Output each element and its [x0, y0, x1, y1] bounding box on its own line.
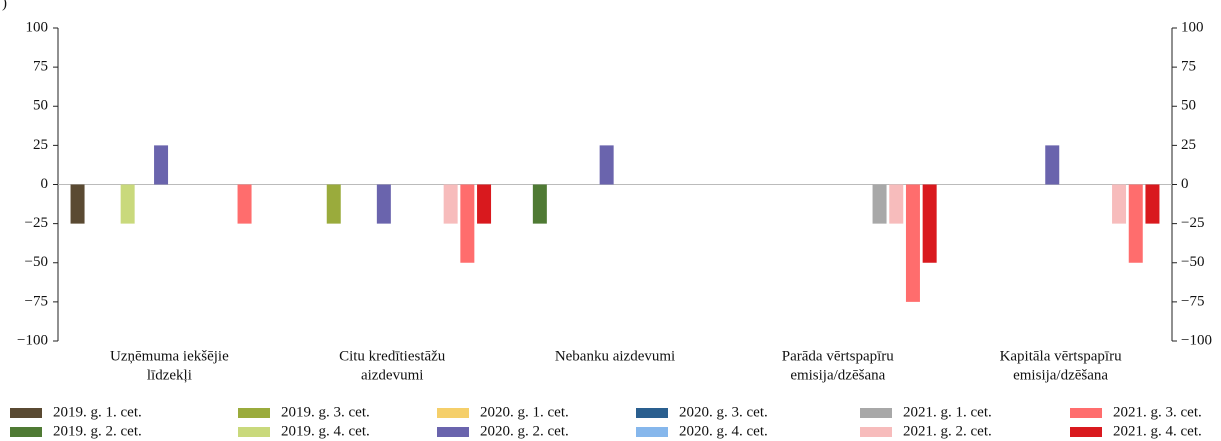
bar — [922, 184, 937, 263]
legend-label: 2019. g. 3. cet. — [281, 404, 370, 420]
y-tick-label: 0 — [41, 176, 49, 192]
y2-tick-label: 0 — [1181, 176, 1189, 192]
legend-label: 2019. g. 2. cet. — [53, 423, 142, 439]
y-tick-label: 25 — [33, 137, 48, 153]
y2-tick-label: 25 — [1181, 137, 1196, 153]
x-tick-label: Citu kredītiestāžu — [339, 348, 446, 364]
bar — [1128, 184, 1143, 263]
legend-swatch — [1070, 408, 1102, 418]
x-tick-label: Nebanku aizdevumi — [555, 348, 675, 364]
legend-label: 2019. g. 4. cet. — [281, 423, 370, 439]
legend-label: 2021. g. 3. cet. — [1113, 404, 1202, 420]
legend-swatch — [636, 408, 668, 418]
y-tick-label: 100 — [26, 19, 49, 35]
legend-swatch — [437, 427, 469, 437]
y-tick-label: 50 — [33, 98, 48, 114]
legend-swatch — [238, 427, 270, 437]
y2-tick-label: −50 — [1181, 254, 1204, 270]
bar — [872, 184, 887, 224]
legend-swatch — [1070, 427, 1102, 437]
y-tick-label: −75 — [25, 293, 48, 309]
legend-label: 2021. g. 4. cet. — [1113, 423, 1202, 439]
x-tick-label: emisija/dzēšana — [1013, 367, 1108, 383]
y2-tick-label: 50 — [1181, 98, 1196, 114]
legend-label: 2021. g. 1. cet. — [903, 404, 992, 420]
legend-swatch — [238, 408, 270, 418]
bar — [237, 184, 252, 224]
x-tick-label: Parāda vērtspapīru — [782, 348, 895, 364]
legend-label: 2020. g. 4. cet. — [679, 423, 768, 439]
y2-tick-label: 100 — [1181, 19, 1204, 35]
bar — [1145, 184, 1160, 224]
bar — [120, 184, 135, 224]
y2-tick-label: −25 — [1181, 215, 1204, 231]
bar — [326, 184, 341, 224]
y-tick-label: −50 — [25, 254, 48, 270]
y-tick-label: −100 — [17, 332, 48, 348]
legend-swatch — [437, 408, 469, 418]
bar — [460, 184, 475, 263]
bar — [532, 184, 547, 224]
y-tick-label: 75 — [33, 59, 48, 75]
bar — [70, 184, 85, 224]
x-tick-label: emisija/dzēšana — [790, 367, 885, 383]
bar — [1112, 184, 1127, 224]
bar — [154, 145, 169, 185]
y2-tick-label: −100 — [1181, 332, 1212, 348]
bar — [376, 184, 391, 224]
x-tick-label: līdzekļi — [147, 367, 192, 383]
legend-swatch — [860, 427, 892, 437]
legend-swatch — [636, 427, 668, 437]
bar — [477, 184, 492, 224]
bar — [599, 145, 614, 185]
legend-label: 2020. g. 3. cet. — [679, 404, 768, 420]
legend-swatch — [10, 408, 42, 418]
x-tick-label: aizdevumi — [361, 367, 423, 383]
legend-label: 2020. g. 1. cet. — [480, 404, 569, 420]
legend-label: 2019. g. 1. cet. — [53, 404, 142, 420]
y-tick-label: −25 — [25, 215, 48, 231]
y2-tick-label: 75 — [1181, 59, 1196, 75]
x-tick-label: Kapitāla vērtspapīru — [1000, 348, 1123, 364]
bar — [443, 184, 458, 224]
bar — [905, 184, 920, 302]
legend-label: 2020. g. 2. cet. — [480, 423, 569, 439]
legend-label: 2021. g. 2. cet. — [903, 423, 992, 439]
unit-label: ) — [2, 0, 7, 11]
y2-tick-label: −75 — [1181, 293, 1204, 309]
bar — [1045, 145, 1060, 185]
legend-swatch — [10, 427, 42, 437]
legend-swatch — [860, 408, 892, 418]
bar — [889, 184, 904, 224]
x-tick-label: Uzņēmuma iekšējie — [110, 348, 229, 364]
